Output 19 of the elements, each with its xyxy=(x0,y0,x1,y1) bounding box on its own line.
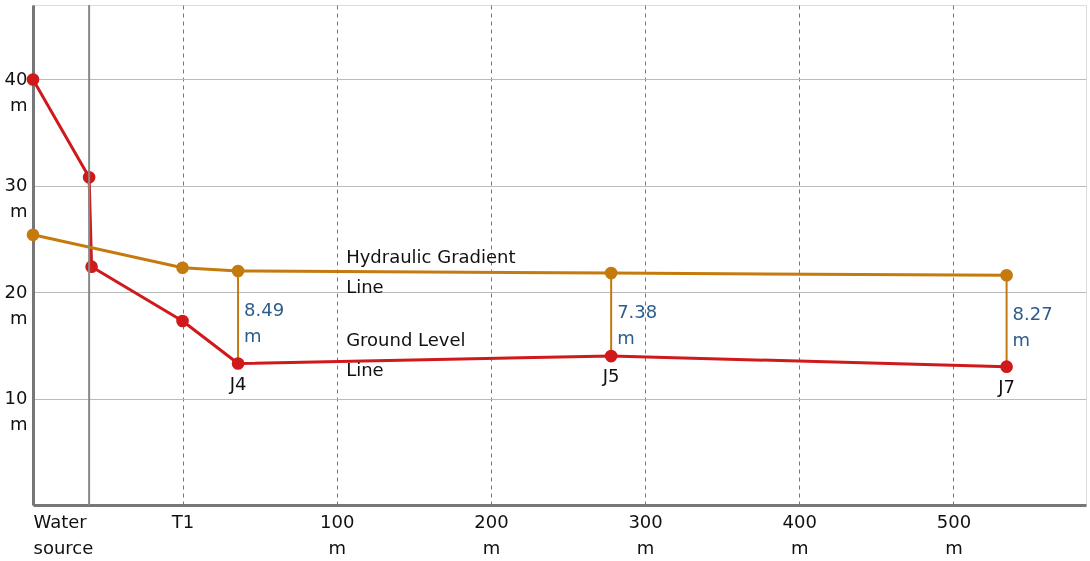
y-tick-label: 30 m xyxy=(4,174,28,222)
annotation: J7 xyxy=(997,375,1015,397)
y-tick-label: 20 m xyxy=(4,280,28,328)
annotation: 7.38 m xyxy=(617,301,658,349)
y-tick-label: 40 m xyxy=(4,67,28,115)
x-tick-label: 400 m xyxy=(782,510,817,558)
annotation: 8.27 m xyxy=(1012,303,1053,351)
x-tick-label: 100 m xyxy=(320,510,355,558)
x-tick-label: 300 m xyxy=(628,510,663,558)
x-tick-label: 200 m xyxy=(474,510,509,558)
y-tick-label: 10 m xyxy=(4,387,28,435)
annotation: J5 xyxy=(601,365,620,387)
annotation: 8.49 m xyxy=(244,298,285,346)
x-tick-label: T1 xyxy=(170,510,195,532)
annotation: J4 xyxy=(228,372,247,394)
series-label: Ground Level Line xyxy=(346,329,466,381)
x-tick-label: 500 m xyxy=(936,510,972,558)
series-label: Hydraulic Gradient Line xyxy=(346,246,516,298)
x-tick-label: Water source xyxy=(33,510,94,558)
